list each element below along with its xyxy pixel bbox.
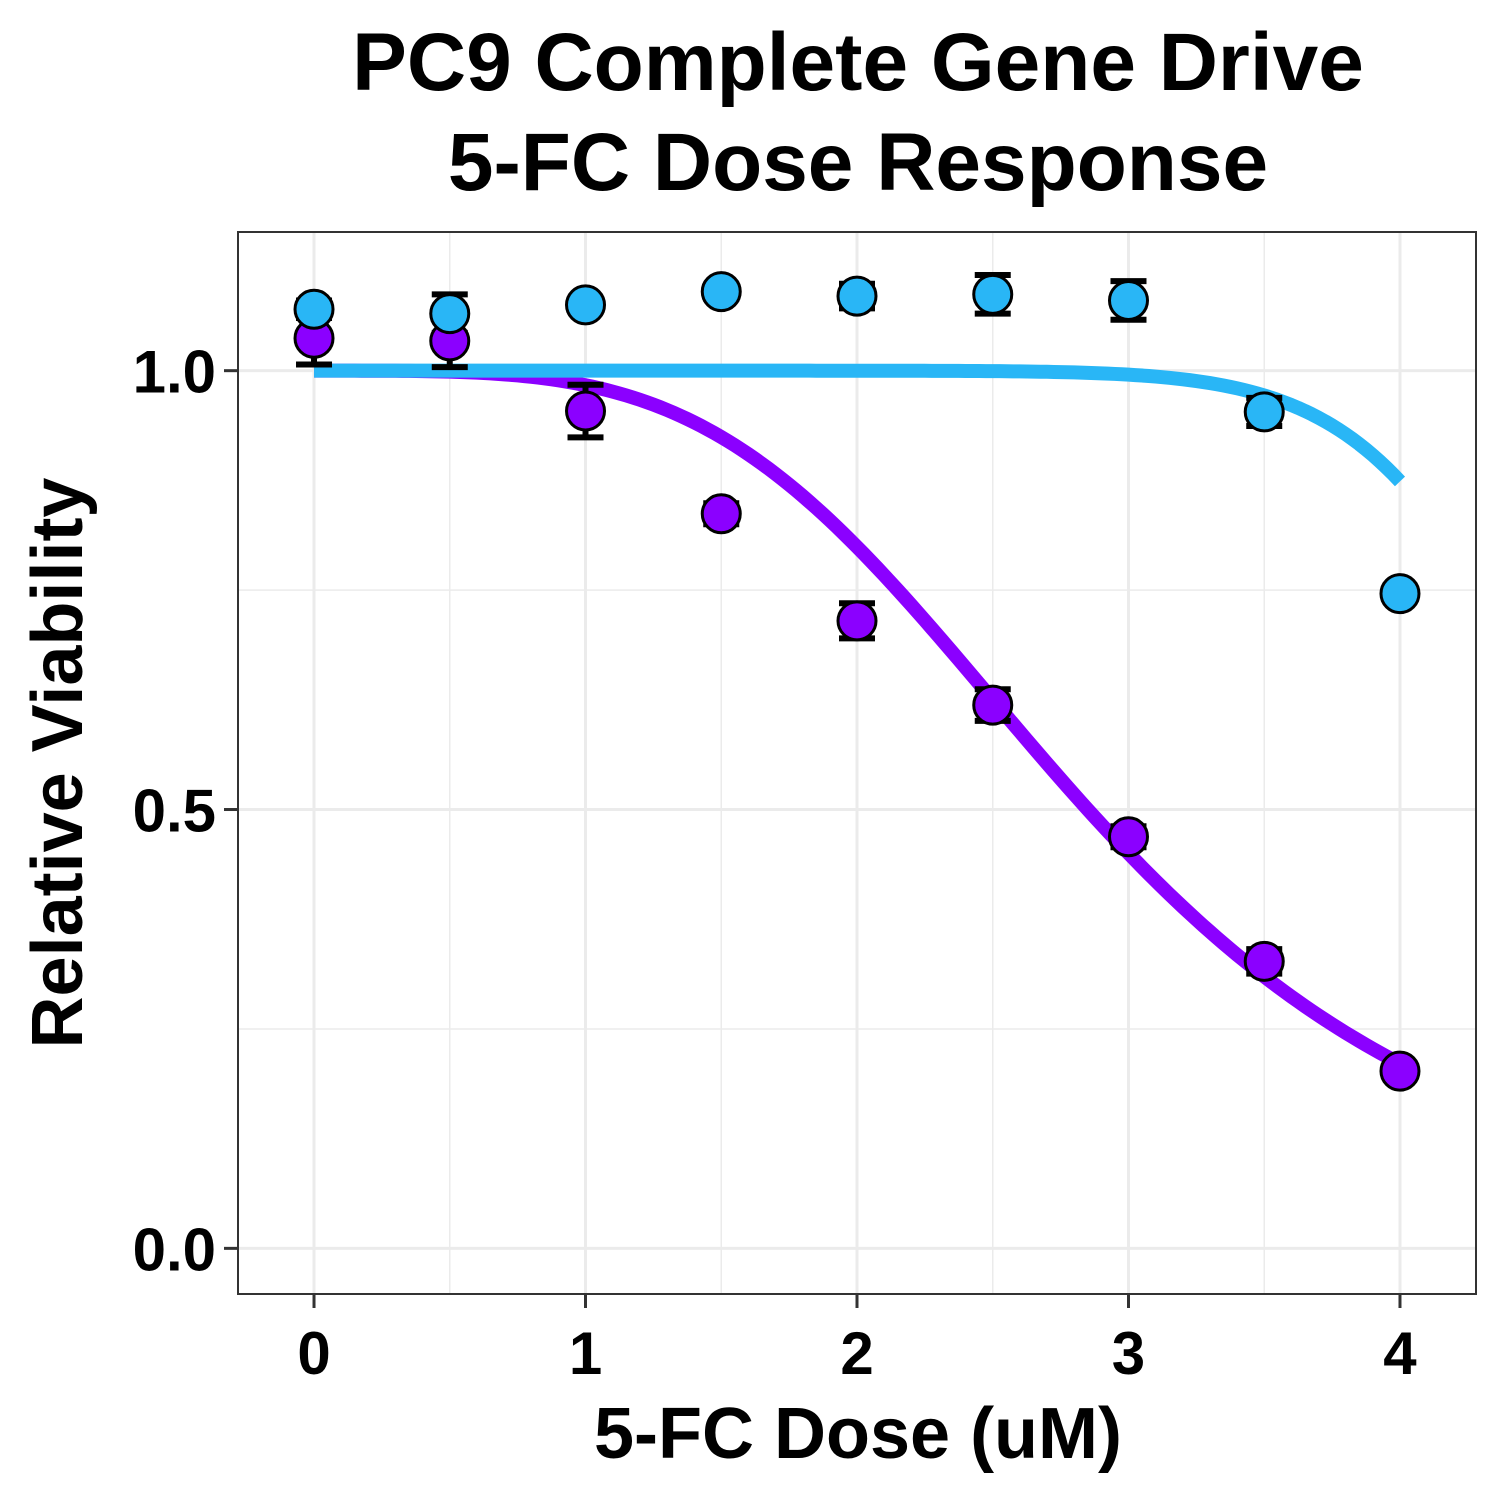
- data-point-series-2: [429, 293, 471, 335]
- data-point-series-1: [972, 684, 1014, 726]
- data-point-series-2: [972, 273, 1014, 315]
- data-point-series-1: [700, 493, 742, 535]
- y-tick-label: 0.5: [133, 778, 216, 845]
- data-point-series-2: [700, 271, 742, 313]
- x-tick-label: 0: [297, 1320, 330, 1387]
- x-axis-title: 5-FC Dose (uM): [594, 1394, 1122, 1474]
- x-tick-label: 2: [840, 1320, 873, 1387]
- x-tick-label: 3: [1112, 1320, 1145, 1387]
- data-point-series-1: [565, 390, 607, 432]
- x-tick-label: 1: [569, 1320, 602, 1387]
- fit-curve-series-2: [313, 363, 1406, 487]
- y-tick-label: 1.0: [133, 339, 216, 406]
- y-tick-label: 0.0: [133, 1216, 216, 1283]
- x-axis-ticks: 0 1 2 3 4: [297, 1294, 1417, 1387]
- data-point-series-2: [293, 288, 335, 330]
- data-point-series-1: [1107, 816, 1149, 858]
- x-tick-label: 4: [1383, 1320, 1417, 1387]
- data-point-series-2: [836, 275, 878, 317]
- fit-curves: [313, 363, 1406, 1070]
- chart-title-line-1: PC9 Complete Gene Drive: [352, 17, 1364, 108]
- data-points: [293, 271, 1421, 1092]
- data-point-series-1: [836, 600, 878, 642]
- y-axis-title: Relative Viability: [18, 478, 98, 1049]
- data-point-series-1: [1243, 940, 1285, 982]
- data-point-series-1: [1379, 1050, 1421, 1092]
- chart-title-line-2: 5-FC Dose Response: [448, 117, 1268, 208]
- data-point-series-2: [1379, 573, 1421, 615]
- y-axis-ticks: 0.0 0.5 1.0: [133, 339, 238, 1283]
- data-point-series-2: [1243, 391, 1285, 433]
- data-point-series-2: [565, 284, 607, 326]
- data-point-series-2: [1107, 279, 1149, 321]
